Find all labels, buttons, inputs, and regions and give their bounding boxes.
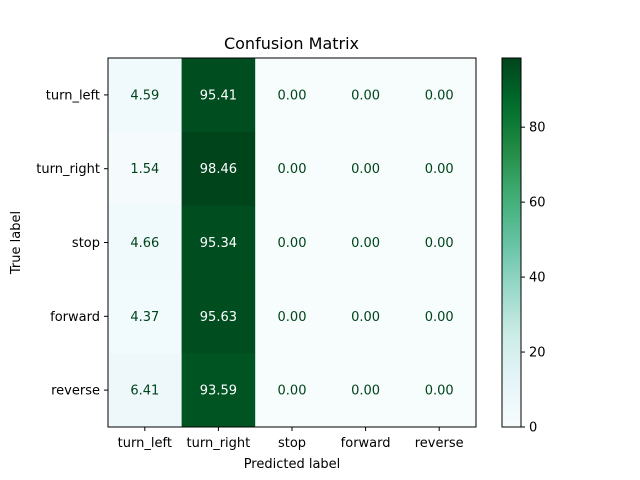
y-axis-label: True label [9, 211, 24, 275]
colorbar-ticks: 0 20 40 60 80 [521, 121, 546, 436]
heatmap-cell [255, 279, 330, 354]
y-tick-label: turn_left [46, 88, 100, 103]
y-tick-label: forward [50, 310, 100, 325]
cell-value-label: 0.00 [278, 310, 307, 325]
cell-value-label: 98.46 [200, 162, 237, 177]
cell-value-label: 95.41 [200, 88, 237, 103]
cell-value-label: 0.00 [351, 162, 380, 177]
heatmap-cell [181, 353, 256, 428]
cell-value-label: 4.37 [130, 310, 159, 325]
y-tick-label: reverse [51, 384, 100, 399]
cell-value-label: 4.66 [130, 236, 159, 251]
heatmap-cell [255, 205, 330, 280]
cell-value-label: 0.00 [278, 236, 307, 251]
colorbar-tick-label: 20 [529, 346, 546, 361]
cell-value-label: 1.54 [130, 162, 159, 177]
cell-value-label: 4.59 [130, 88, 159, 103]
heatmap-cell [402, 131, 477, 207]
heatmap-cell [181, 279, 256, 354]
heatmap-cell [108, 58, 183, 133]
colorbar-tick-label: 60 [529, 196, 546, 211]
cell-value-label: 0.00 [351, 88, 380, 103]
x-axis-ticks: turn_left turn_right stop forward reverse [118, 427, 464, 451]
heatmap-cell [328, 205, 403, 280]
x-tick-label: reverse [415, 436, 464, 451]
cell-value-label: 95.34 [200, 236, 237, 251]
heatmap-cell [181, 131, 256, 207]
colorbar [501, 57, 522, 428]
heatmap-cell [255, 58, 330, 133]
heatmap-cells: 4.59 95.41 0.00 0.00 0.00 1.54 98.46 0.00 0.00 0.… [108, 58, 477, 428]
cell-value-label: 0.00 [278, 88, 307, 103]
cell-value-label: 0.00 [425, 384, 454, 399]
y-tick-label: stop [72, 236, 100, 251]
cell-value-label: 93.59 [200, 384, 237, 399]
x-axis-label: Predicted label [244, 457, 341, 472]
y-tick-label: turn_right [36, 162, 100, 177]
colorbar-tick-label: 80 [529, 121, 546, 136]
colorbar-tick-label: 40 [529, 271, 546, 286]
cell-value-label: 0.00 [351, 384, 380, 399]
heatmap-cell [255, 131, 330, 207]
heatmap-cell [108, 131, 183, 207]
cell-value-label: 0.00 [278, 384, 307, 399]
heatmap-cell [402, 205, 477, 280]
heatmap-cell [181, 205, 256, 280]
heatmap-cell [328, 279, 403, 354]
heatmap-cell [402, 58, 477, 133]
x-tick-label: turn_left [118, 436, 172, 451]
heatmap-cell [255, 353, 330, 428]
x-tick-label: forward [341, 436, 391, 451]
heatmap-cell [328, 58, 403, 133]
cell-value-label: 0.00 [425, 236, 454, 251]
chart-title: Confusion Matrix [224, 34, 359, 53]
heatmap-cell [108, 205, 183, 280]
heatmap-cell [402, 353, 477, 428]
x-tick-label: turn_right [187, 436, 251, 451]
heatmap-cell [108, 279, 183, 354]
cell-value-label: 6.41 [130, 384, 159, 399]
cell-value-label: 0.00 [351, 236, 380, 251]
cell-value-label: 0.00 [425, 88, 454, 103]
x-tick-label: stop [278, 436, 306, 451]
colorbar-tick-label: 0 [529, 421, 537, 436]
heatmap-cell [402, 279, 477, 354]
heatmap-cell [328, 353, 403, 428]
heatmap-cell [181, 58, 256, 133]
cell-value-label: 0.00 [425, 162, 454, 177]
heatmap-cell [328, 131, 403, 207]
cell-value-label: 0.00 [425, 310, 454, 325]
cell-value-label: 0.00 [278, 162, 307, 177]
cell-value-label: 0.00 [351, 310, 380, 325]
cell-value-label: 95.63 [200, 310, 237, 325]
heatmap-cell [108, 353, 183, 428]
